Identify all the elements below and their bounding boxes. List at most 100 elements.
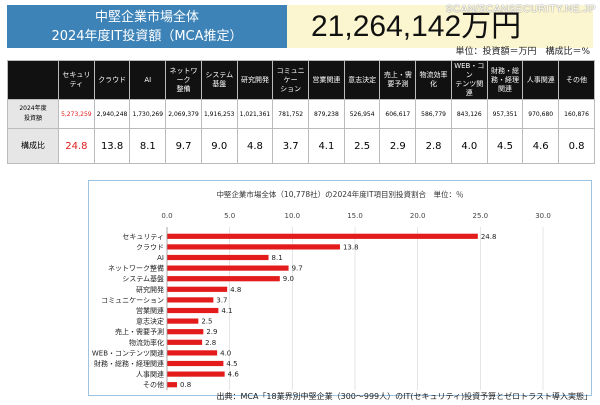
category-label: 人事関連 — [136, 370, 164, 379]
bar — [167, 244, 340, 250]
bar — [167, 254, 269, 261]
column-header: コミュニケー ション — [272, 60, 310, 100]
share-cell: 0.8 — [558, 128, 595, 164]
share-cell: 2.5 — [343, 128, 381, 164]
source-note: 出典：MCA「18業界別中堅企業（300～999人）のIT(セキュリティ)投資予… — [216, 392, 592, 401]
column-header: 研究開発 — [236, 60, 274, 100]
title-line-2: 2024年度IT投資額（MCA推定） — [51, 29, 243, 44]
bar — [167, 350, 218, 356]
data-label: 3.7 — [216, 296, 227, 304]
column-header: 意志決定 — [343, 60, 381, 100]
column-header: クラウド — [93, 60, 131, 100]
share-cell: 9.7 — [165, 128, 202, 164]
share-cell: 13.8 — [93, 128, 131, 164]
share-cell: 9.0 — [200, 128, 238, 164]
column-header: 物流効率 化 — [415, 60, 452, 100]
amount-cell: 957,351 — [486, 99, 524, 129]
x-tick-label: 0.0 — [161, 212, 172, 220]
column-header: その他 — [558, 60, 595, 100]
bar — [167, 360, 224, 367]
row-header-share: 構成比 — [7, 128, 59, 164]
title-box: 中堅企業市場全体 2024年度IT投資額（MCA推定） — [7, 5, 287, 48]
data-label: 2.5 — [201, 318, 212, 326]
amount-cell: 586,779 — [415, 99, 452, 129]
column-header: ネットワーク 整備 — [165, 60, 202, 100]
column-header: システム基盤 — [200, 60, 238, 100]
data-label: 13.8 — [343, 243, 359, 251]
x-tick-label: 30.0 — [535, 212, 551, 220]
category-label: 研究開発 — [136, 285, 164, 294]
bar — [167, 371, 225, 377]
bar — [167, 307, 219, 314]
share-cell: 3.7 — [272, 128, 310, 164]
amount-cell: 970,680 — [522, 99, 560, 129]
amount-cell: 2,940,248 — [93, 99, 131, 129]
share-cell: 8.1 — [129, 128, 167, 164]
amount-cell: 606,617 — [379, 99, 417, 129]
amount-cell: 781,752 — [272, 99, 310, 129]
x-tick-label: 25.0 — [473, 212, 489, 220]
data-label: 4.5 — [226, 360, 237, 368]
data-label: 8.1 — [272, 254, 283, 262]
amount-cell: 843,126 — [450, 99, 488, 129]
amount-cell: 5,273,259 — [58, 99, 95, 129]
watermark: SCAN/SCANSECURITY.NE.JP — [445, 4, 596, 15]
amount-cell: 879,238 — [308, 99, 345, 129]
share-cell: 4.5 — [486, 128, 524, 164]
unit-note: 単位：投資額＝万円 構成比＝% — [455, 47, 590, 57]
data-label: 9.7 — [292, 265, 303, 273]
category-label: システム基盤 — [122, 274, 164, 283]
row-header-amount: 2024年度 投資額 — [7, 99, 59, 129]
category-label: 物流効率化 — [129, 338, 164, 347]
chart-title: 中堅企業市場全体（10,778社）の2024年度IT項目別投資割合 単位：％ — [216, 189, 463, 199]
share-cell: 4.0 — [450, 128, 488, 164]
bar — [167, 329, 204, 335]
bar — [167, 233, 478, 239]
amount-cell: 160,876 — [558, 99, 595, 129]
share-cell: 24.8 — [58, 128, 95, 164]
category-label: クラウド — [136, 243, 164, 251]
share-cell: 4.1 — [308, 128, 345, 164]
data-label: 0.8 — [180, 381, 191, 389]
bar — [167, 318, 199, 324]
bar — [167, 265, 289, 271]
x-tick-label: 5.0 — [224, 212, 235, 220]
column-header: AI — [129, 60, 167, 100]
category-label: その他 — [143, 380, 164, 389]
x-tick-label: 20.0 — [410, 212, 426, 220]
category-label: 営業関連 — [136, 306, 164, 315]
category-label: AI — [157, 254, 164, 262]
investment-table: セキュリティ クラウド AI ネットワーク 整備 システム基盤 研究開発 コミュニケー ショ… — [7, 60, 595, 164]
bar-chart: 中堅企業市場全体（10,778社）の2024年度IT項目別投資割合 単位：％ 0.… — [92, 189, 551, 390]
data-label: 4.1 — [221, 307, 232, 315]
bar — [167, 297, 214, 303]
table-corner — [7, 60, 59, 100]
amount-cell: 1,916,253 — [200, 99, 238, 129]
data-label: 4.8 — [230, 286, 241, 294]
table-header-row: セキュリティ クラウド AI ネットワーク 整備 システム基盤 研究開発 コミュニケー ショ… — [7, 60, 595, 100]
data-label: 4.0 — [220, 349, 231, 357]
data-label: 4.6 — [228, 371, 240, 379]
chart-box: 中堅企業市場全体（10,778社）の2024年度IT項目別投資割合 単位：％ 0.… — [88, 180, 592, 396]
x-tick-label: 10.0 — [285, 212, 301, 220]
bar — [167, 339, 203, 345]
amount-cell: 1,021,361 — [236, 99, 274, 129]
amount-cell: 2,069,379 — [165, 99, 202, 129]
column-header: 人事関連 — [522, 60, 560, 100]
data-label: 2.9 — [206, 328, 217, 336]
x-tick-label: 15.0 — [347, 212, 363, 220]
column-header: セキュリティ — [58, 60, 95, 100]
data-label: 24.8 — [481, 233, 497, 241]
bar — [167, 286, 228, 292]
category-label: コミュニケーション — [101, 296, 164, 304]
column-header: 売上・需 要予測 — [379, 60, 417, 100]
category-label: 意志決定 — [136, 317, 164, 326]
share-cell: 4.6 — [522, 128, 560, 164]
column-header: 営業関連 — [308, 60, 345, 100]
share-cell: 2.9 — [379, 128, 417, 164]
data-label: 2.8 — [205, 339, 216, 347]
column-header: 財務・総 務・経理 関連 — [486, 60, 524, 100]
category-label: ネットワーク整備 — [108, 264, 164, 273]
category-label: セキュリティ — [122, 233, 164, 241]
data-label: 9.0 — [283, 275, 294, 283]
